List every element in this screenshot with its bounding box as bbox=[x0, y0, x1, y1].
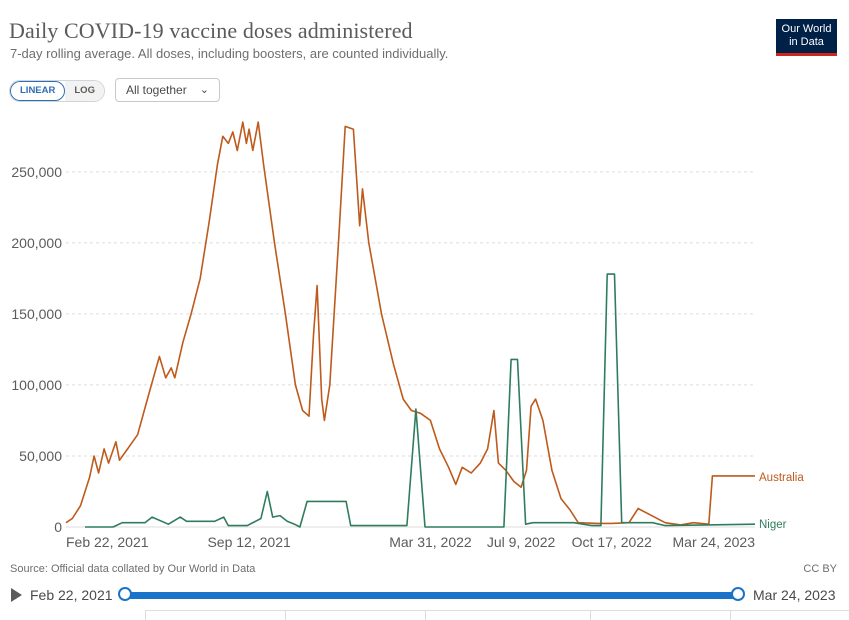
license-link[interactable]: CC BY bbox=[803, 563, 837, 575]
log-scale-button[interactable]: LOG bbox=[65, 81, 104, 101]
x-tick-label: Sep 12, 2021 bbox=[207, 534, 291, 550]
y-tick-label: 50,000 bbox=[19, 448, 62, 464]
bottom-tab-strip bbox=[145, 610, 849, 620]
y-tick-label: 250,000 bbox=[11, 164, 62, 180]
x-axis-ticks: Feb 22, 2021 Sep 12, 2021 Mar 31, 2022 Jul … bbox=[66, 534, 755, 550]
y-tick-label: 100,000 bbox=[11, 377, 62, 393]
y-tick-label: 150,000 bbox=[11, 306, 62, 322]
series-labels: Australia Niger bbox=[759, 472, 804, 531]
series-lines bbox=[65, 121, 756, 528]
timeline-start-handle[interactable] bbox=[118, 587, 132, 601]
scale-toggle: LINEAR LOG bbox=[9, 80, 105, 102]
timeline: Feb 22, 2021 Mar 24, 2023 bbox=[0, 582, 849, 620]
logo-line-2: in Data bbox=[789, 36, 824, 48]
x-tick-label: Oct 17, 2022 bbox=[572, 534, 652, 550]
play-icon[interactable] bbox=[11, 588, 22, 602]
owid-logo[interactable]: Our World in Data bbox=[776, 19, 837, 56]
x-tick-label: Jul 9, 2022 bbox=[487, 534, 556, 550]
y-tick-label: 0 bbox=[54, 519, 62, 535]
linear-scale-button[interactable]: LINEAR bbox=[10, 81, 66, 101]
timeline-end-label: Mar 24, 2023 bbox=[753, 587, 836, 603]
facet-dropdown-value: All together bbox=[126, 83, 187, 97]
chart-area: 0 50,000 100,000 150,000 200,000 250,000 Feb … bbox=[11, 121, 804, 550]
facet-dropdown[interactable]: All together ⌄ bbox=[115, 78, 220, 102]
x-tick-label: Mar 24, 2023 bbox=[673, 534, 756, 550]
x-tick-label: Feb 22, 2021 bbox=[66, 534, 149, 550]
series-line-australia[interactable] bbox=[65, 121, 755, 526]
series-label-niger[interactable]: Niger bbox=[759, 519, 787, 531]
y-axis-ticks: 0 50,000 100,000 150,000 200,000 250,000 bbox=[11, 164, 62, 535]
grid-lines bbox=[66, 171, 755, 528]
y-tick-label: 200,000 bbox=[11, 235, 62, 251]
chart-title: Daily COVID-19 vaccine doses administere… bbox=[9, 18, 413, 43]
timeline-start-label: Feb 22, 2021 bbox=[30, 587, 113, 603]
series-line-niger[interactable] bbox=[85, 273, 756, 528]
timeline-track[interactable] bbox=[125, 592, 738, 599]
source-note: Source: Official data collated by Our Wo… bbox=[10, 563, 256, 575]
chart-subtitle: 7-day rolling average. All doses, includ… bbox=[10, 46, 449, 61]
chevron-down-icon: ⌄ bbox=[199, 84, 209, 96]
series-label-australia[interactable]: Australia bbox=[759, 472, 804, 484]
timeline-end-handle[interactable] bbox=[731, 587, 745, 601]
x-tick-label: Mar 31, 2022 bbox=[389, 534, 472, 550]
logo-line-1: Our World bbox=[781, 23, 832, 35]
